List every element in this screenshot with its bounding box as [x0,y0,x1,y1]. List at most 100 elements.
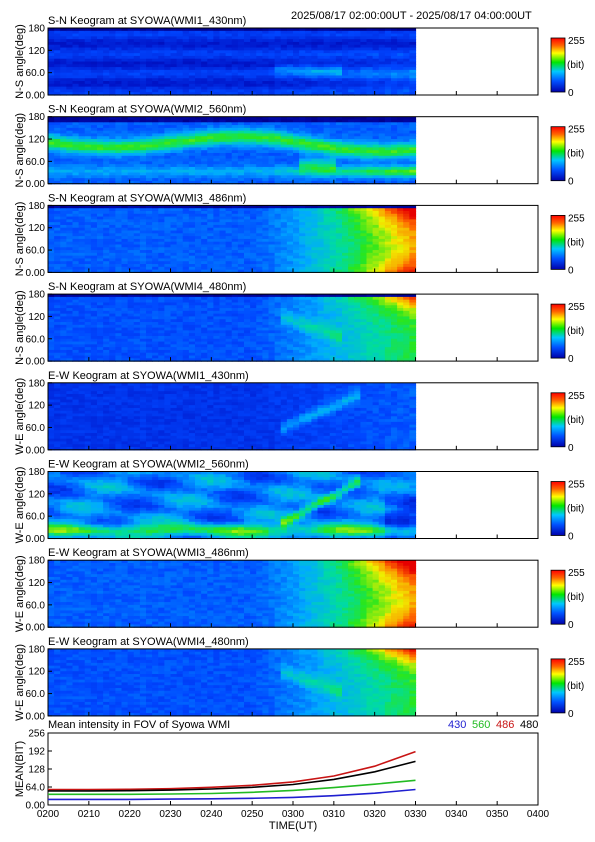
chart-xtick-label: 0240 [200,809,223,820]
keogram-ytick-label: 180 [28,467,45,478]
chart-title: Mean intensity in FOV of Syowa WMI [48,719,230,731]
colorbar [550,126,566,182]
keogram-panel: E-W Keogram at SYOWA(WMI2_560nm)180 120 60… [14,459,585,546]
keogram-ytick-label: 60.0 [26,423,46,434]
colorbar [550,569,566,625]
keogram-ytick-label: 60.0 [26,68,46,79]
keogram-ylabel: N-S angle(deg) [14,290,26,365]
keogram-ytick-label: 120 [28,489,45,500]
keogram-title: E-W Keogram at SYOWA(WMI3_486nm) [48,547,249,559]
keogram-image [48,205,417,273]
colorbar-max-label: 255 [568,480,585,491]
chart-xtick-label: 0310 [323,809,346,820]
keogram-ylabel: W-E angle(deg) [14,467,26,544]
keogram-image [48,28,417,96]
keogram-ytick-label: 120 [28,135,45,146]
keogram-image [48,382,417,451]
keogram-ytick-label: 120 [28,312,45,323]
keogram-ylabel: N-S angle(deg) [14,24,26,99]
keogram-image [48,471,417,540]
keogram-image [48,294,417,362]
keogram-panel: E-W Keogram at SYOWA(WMI4_480nm)180 120 60… [14,636,585,723]
legend-entry: 430 [448,719,466,731]
colorbar-unit-label: (bit) [567,681,584,692]
colorbar-unit-label: (bit) [567,592,584,603]
keogram-ytick-label: 180 [28,290,45,301]
keogram-ytick-label: 180 [28,556,45,567]
chart-xtick-label: 0250 [241,809,264,820]
series-line-560 [48,779,416,796]
keogram-ytick-label: 0.00 [26,711,46,722]
colorbar-min-label: 0 [568,354,574,365]
keogram-ytick-label: 0.00 [26,445,46,456]
keogram-ytick-label: 180 [28,24,45,35]
colorbar-min-label: 0 [568,443,574,454]
keogram-ytick-label: 180 [28,644,45,655]
keogram-ytick-label: 120 [28,667,45,678]
chart-ylabel: MEAN(BIT) [14,741,26,797]
keogram-ytick-label: 60.0 [26,157,46,168]
keogram-ytick-label: 120 [28,223,45,234]
chart-xtick-label: 0320 [364,809,387,820]
chart-ytick-label: 128 [28,765,45,776]
keogram-ytick-label: 0.00 [26,534,46,545]
keogram-ylabel: N-S angle(deg) [14,113,26,188]
keogram-ytick-label: 60.0 [26,246,46,257]
keogram-title: E-W Keogram at SYOWA(WMI4_480nm) [48,636,249,648]
colorbar-max-label: 255 [568,391,585,402]
keogram-title: S-N Keogram at SYOWA(WMI1_430nm) [48,15,246,27]
colorbar-unit-label: (bit) [567,504,584,515]
chart-ytick-label: 256 [28,729,45,740]
chart-xlabel: TIME(UT) [269,820,317,832]
keogram-panel: E-W Keogram at SYOWA(WMI3_486nm)180 120 60… [14,547,585,634]
colorbar-max-label: 255 [568,657,585,668]
chart-ytick-label: 64.0 [26,783,46,794]
keogram-title: S-N Keogram at SYOWA(WMI4_480nm) [48,281,246,293]
keogram-ytick-label: 180 [28,112,45,123]
colorbar [550,303,566,359]
keogram-image [48,560,417,628]
keogram-ytick-label: 120 [28,578,45,589]
colorbar [550,658,566,714]
colorbar-max-label: 255 [568,568,585,579]
colorbar-unit-label: (bit) [567,415,584,426]
keogram-ytick-label: 0.00 [26,357,46,368]
series-line-486 [48,750,416,791]
keogram-title: E-W Keogram at SYOWA(WMI2_560nm) [48,459,249,471]
keogram-ytick-label: 60.0 [26,334,46,345]
chart-ytick-label: 192 [28,747,45,758]
series-line-430 [48,788,416,801]
colorbar [550,37,566,93]
keogram-panel: S-N Keogram at SYOWA(WMI3_486nm)180 120 60… [14,192,585,279]
chart-xtick-label: 0350 [486,809,509,820]
keogram-image [48,116,417,185]
chart-xtick-label: 0230 [159,809,182,820]
keogram-ytick-label: 60.0 [26,600,46,611]
colorbar-min-label: 0 [568,532,574,543]
keogram-ytick-label: 0.00 [26,623,46,634]
keogram-ylabel: W-E angle(deg) [14,378,26,455]
keogram-panel: E-W Keogram at SYOWA(WMI1_430nm)180 120 60… [14,370,585,457]
colorbar-max-label: 255 [568,125,585,136]
keogram-ytick-label: 180 [28,201,45,212]
keogram-panel: S-N Keogram at SYOWA(WMI4_480nm)180 120 60… [14,281,585,368]
legend-entry: 486 [496,719,514,731]
colorbar-min-label: 0 [568,265,574,276]
chart-ytick-label: 0.00 [26,801,46,812]
keogram-title: E-W Keogram at SYOWA(WMI1_430nm) [48,370,249,382]
keogram-ytick-label: 120 [28,46,45,57]
colorbar-unit-label: (bit) [567,60,584,71]
chart-xtick-label: 0200 [37,809,60,820]
keogram-title: S-N Keogram at SYOWA(WMI3_486nm) [48,192,246,204]
keogram-title: S-N Keogram at SYOWA(WMI2_560nm) [48,104,246,116]
keogram-ytick-label: 180 [28,378,45,389]
colorbar-min-label: 0 [568,177,574,188]
chart-xtick-label: 0340 [445,809,468,820]
keogram-ytick-label: 120 [28,401,45,412]
time-range-label: 2025/08/17 02:00:00UT - 2025/08/17 04:00… [291,10,532,22]
colorbar-unit-label: (bit) [567,149,584,160]
chart-xtick-label: 0300 [282,809,305,820]
chart-xtick-label: 0400 [527,809,550,820]
chart-xtick-label: 0330 [404,809,427,820]
